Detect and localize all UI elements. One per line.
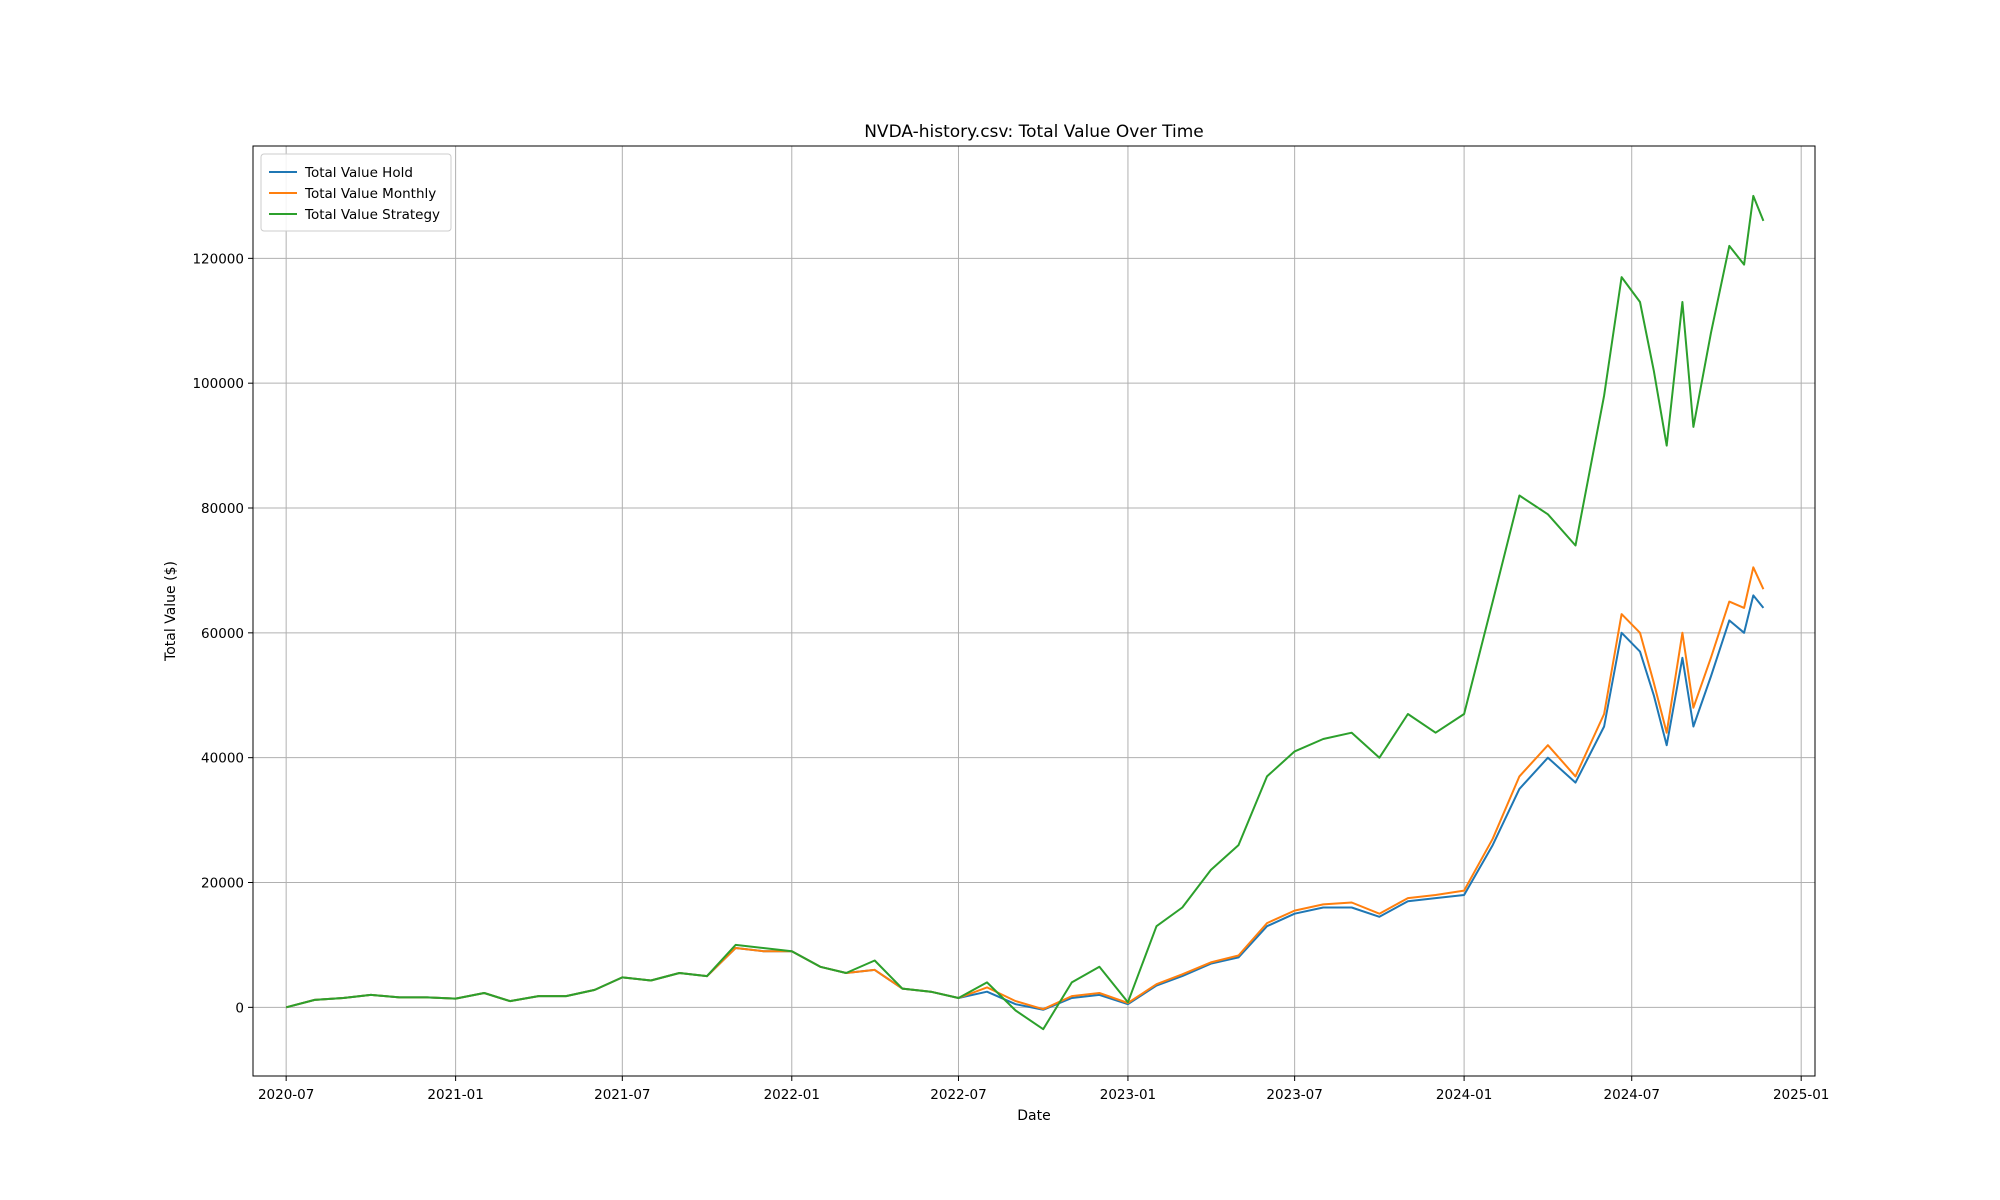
legend: Total Value Hold Total Value Monthly Total… xyxy=(260,153,452,232)
axes-frame xyxy=(252,145,1816,1077)
chart-title: NVDA-history.csv: Total Value Over Time xyxy=(864,122,1204,142)
x-tick-label: 2020-07 xyxy=(258,1087,314,1103)
series-line-2 xyxy=(285,194,1765,1031)
x-tick-label: 2021-07 xyxy=(594,1087,650,1103)
x-axis-title: Date xyxy=(1017,1108,1050,1124)
x-tick-label: 2021-01 xyxy=(427,1087,483,1103)
x-tick-label: 2022-07 xyxy=(930,1087,986,1103)
y-axis-title: Total Value ($) xyxy=(163,561,179,662)
series-lines xyxy=(285,194,1765,1031)
x-tick-label: 2025-01 xyxy=(1773,1087,1829,1103)
y-tick-label: 0 xyxy=(235,1000,244,1016)
x-tick-label: 2023-01 xyxy=(1100,1087,1156,1103)
x-tick-label: 2024-07 xyxy=(1604,1087,1660,1103)
x-tick-label: 2022-01 xyxy=(764,1087,820,1103)
x-tick-label: 2024-01 xyxy=(1436,1087,1492,1103)
y-tick-label: 60000 xyxy=(201,626,244,642)
legend-label: Total Value Hold xyxy=(304,165,413,181)
x-tick-label: 2023-07 xyxy=(1266,1087,1322,1103)
legend-label: Total Value Strategy xyxy=(304,207,440,223)
ticks: 2020-07 2021-01 2021-07 2022-01 2022-07 2023-… xyxy=(192,251,1829,1103)
y-tick-label: 100000 xyxy=(192,376,244,392)
y-tick-label: 20000 xyxy=(201,876,244,892)
y-tick-label: 80000 xyxy=(201,501,244,517)
y-tick-label: 40000 xyxy=(201,751,244,767)
legend-label: Total Value Monthly xyxy=(304,186,436,202)
y-tick-label: 120000 xyxy=(192,251,244,267)
legend-box xyxy=(260,153,452,232)
